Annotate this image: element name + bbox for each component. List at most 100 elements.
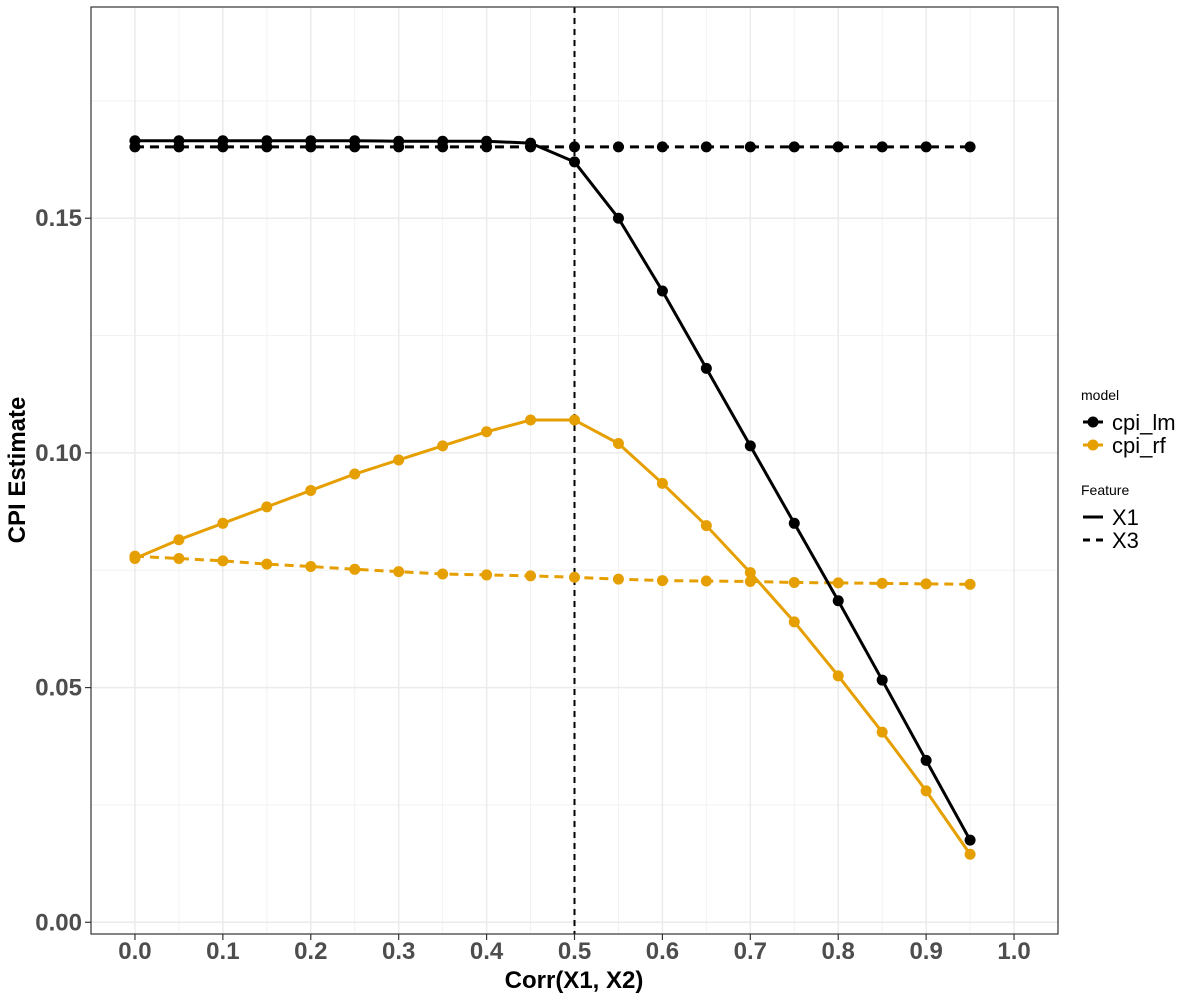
x-tick-label: 1.0 bbox=[997, 938, 1030, 965]
data-point-cpi_rf-x3 bbox=[481, 569, 493, 581]
data-point-cpi_rf-x1 bbox=[656, 477, 668, 489]
data-point-cpi_rf-x1 bbox=[261, 501, 273, 513]
data-point-cpi_lm-x1 bbox=[173, 135, 185, 147]
x-tick-label: 0.8 bbox=[822, 938, 855, 965]
data-point-cpi_lm-x3 bbox=[612, 141, 624, 153]
data-point-cpi_rf-x1 bbox=[832, 670, 844, 682]
data-point-cpi_lm-x1 bbox=[656, 285, 668, 297]
data-point-cpi_lm-x1 bbox=[964, 834, 976, 846]
data-point-cpi_rf-x3 bbox=[920, 578, 932, 590]
data-point-cpi_lm-x1 bbox=[129, 135, 141, 147]
data-point-cpi_rf-x1 bbox=[569, 414, 580, 426]
data-point-cpi_rf-x3 bbox=[525, 570, 537, 582]
y-tick-label: 0.15 bbox=[35, 205, 82, 232]
data-point-cpi_rf-x1 bbox=[744, 567, 756, 579]
data-point-cpi_rf-x3 bbox=[788, 576, 800, 588]
data-point-cpi_lm-x1 bbox=[261, 135, 273, 147]
legend-key-point bbox=[1087, 439, 1099, 451]
data-point-cpi_lm-x3 bbox=[744, 141, 756, 153]
legend-label-cpi_rf: cpi_rf bbox=[1112, 433, 1167, 458]
data-point-cpi_rf-x3 bbox=[744, 576, 756, 588]
x-tick-label: 0.3 bbox=[382, 938, 415, 965]
data-point-cpi_lm-x1 bbox=[788, 517, 800, 529]
data-point-cpi_lm-x3 bbox=[656, 141, 668, 153]
data-point-cpi_rf-x3 bbox=[700, 575, 712, 587]
y-axis-title: CPI Estimate bbox=[4, 397, 31, 544]
x-tick-label: 0.6 bbox=[646, 938, 679, 965]
data-point-cpi_rf-x1 bbox=[217, 517, 229, 529]
data-point-cpi_lm-x3 bbox=[700, 141, 712, 153]
data-point-cpi_rf-x3 bbox=[876, 577, 888, 589]
data-point-cpi_lm-x1 bbox=[437, 135, 449, 147]
y-tick-label: 0.05 bbox=[35, 675, 82, 702]
x-tick-label: 0.0 bbox=[118, 938, 151, 965]
data-point-cpi_rf-x3 bbox=[393, 566, 405, 578]
data-point-cpi_rf-x1 bbox=[525, 414, 537, 426]
x-tick-label: 0.9 bbox=[909, 938, 942, 965]
data-point-cpi_rf-x1 bbox=[700, 520, 712, 532]
data-point-cpi_rf-x1 bbox=[129, 553, 141, 565]
data-point-cpi_lm-x1 bbox=[876, 674, 888, 686]
data-point-cpi_lm-x1 bbox=[612, 212, 624, 224]
data-point-cpi_lm-x1 bbox=[920, 754, 932, 766]
y-axis: 0.00 0.05 0.10 0.15 bbox=[35, 205, 91, 936]
data-point-cpi_rf-x3 bbox=[261, 558, 273, 570]
data-point-cpi_rf-x1 bbox=[876, 726, 888, 738]
data-point-cpi_lm-x3 bbox=[788, 141, 800, 153]
y-tick-label: 0.10 bbox=[35, 440, 82, 467]
data-point-cpi_rf-x3 bbox=[349, 563, 361, 575]
data-point-cpi_rf-x3 bbox=[656, 575, 668, 587]
data-point-cpi_rf-x1 bbox=[788, 616, 800, 628]
x-tick-label: 0.4 bbox=[470, 938, 504, 965]
data-point-cpi_rf-x1 bbox=[437, 440, 449, 452]
x-tick-label: 0.2 bbox=[294, 938, 327, 965]
legend-label-x3: X3 bbox=[1112, 528, 1139, 553]
y-tick-label: 0.00 bbox=[35, 909, 82, 936]
data-point-cpi_lm-x3 bbox=[569, 141, 580, 153]
data-point-cpi_lm-x3 bbox=[876, 141, 888, 153]
legend-label-x1: X1 bbox=[1112, 505, 1139, 530]
data-point-cpi_rf-x1 bbox=[481, 426, 493, 438]
x-tick-label: 0.1 bbox=[206, 938, 239, 965]
data-point-cpi_lm-x1 bbox=[481, 135, 493, 147]
legend-key-point bbox=[1087, 416, 1099, 428]
data-point-cpi_lm-x3 bbox=[832, 141, 844, 153]
data-point-cpi_rf-x3 bbox=[217, 555, 229, 567]
x-axis-title: Corr(X1, X2) bbox=[505, 967, 644, 994]
data-point-cpi_rf-x3 bbox=[832, 577, 844, 589]
data-point-cpi_rf-x3 bbox=[569, 571, 580, 583]
series-line-cpi_lm-x1 bbox=[134, 139, 972, 841]
data-point-cpi_lm-x1 bbox=[744, 440, 756, 452]
data-point-cpi_lm-x1 bbox=[305, 135, 317, 147]
data-point-cpi_rf-x1 bbox=[349, 468, 361, 480]
legend-title-model: model bbox=[1081, 387, 1119, 403]
legend-title-feature: Feature bbox=[1081, 482, 1129, 498]
data-point-cpi_lm-x1 bbox=[832, 595, 844, 607]
data-point-cpi_rf-x1 bbox=[964, 848, 976, 860]
data-point-cpi_rf-x3 bbox=[173, 553, 185, 565]
series-layer bbox=[129, 135, 976, 860]
x-axis: 0.0 0.1 0.2 0.3 0.4 0.5 0.6 0.7 0.8 0.9 1.0 bbox=[118, 934, 1031, 965]
data-point-cpi_rf-x3 bbox=[612, 573, 624, 585]
data-point-cpi_rf-x1 bbox=[393, 454, 405, 466]
data-point-cpi_rf-x1 bbox=[305, 484, 317, 496]
data-point-cpi_rf-x3 bbox=[964, 578, 976, 590]
series-line-cpi_rf-x1 bbox=[134, 418, 972, 856]
data-point-cpi_rf-x1 bbox=[920, 785, 932, 797]
data-point-cpi_rf-x1 bbox=[173, 534, 185, 546]
x-tick-label: 0.5 bbox=[558, 938, 591, 965]
data-point-cpi_lm-x1 bbox=[525, 137, 537, 149]
data-point-cpi_rf-x3 bbox=[305, 560, 317, 572]
data-point-cpi_lm-x3 bbox=[920, 141, 932, 153]
x-tick-label: 0.7 bbox=[734, 938, 767, 965]
data-point-cpi_lm-x1 bbox=[700, 362, 712, 374]
data-point-cpi_lm-x1 bbox=[217, 135, 229, 147]
data-point-cpi_lm-x1 bbox=[569, 156, 580, 168]
series-line-cpi_rf-x3 bbox=[134, 554, 971, 586]
data-point-cpi_lm-x1 bbox=[349, 135, 361, 147]
data-point-cpi_lm-x3 bbox=[964, 141, 976, 153]
legend-label-cpi_lm: cpi_lm bbox=[1112, 410, 1176, 435]
data-point-cpi_lm-x1 bbox=[393, 135, 405, 147]
